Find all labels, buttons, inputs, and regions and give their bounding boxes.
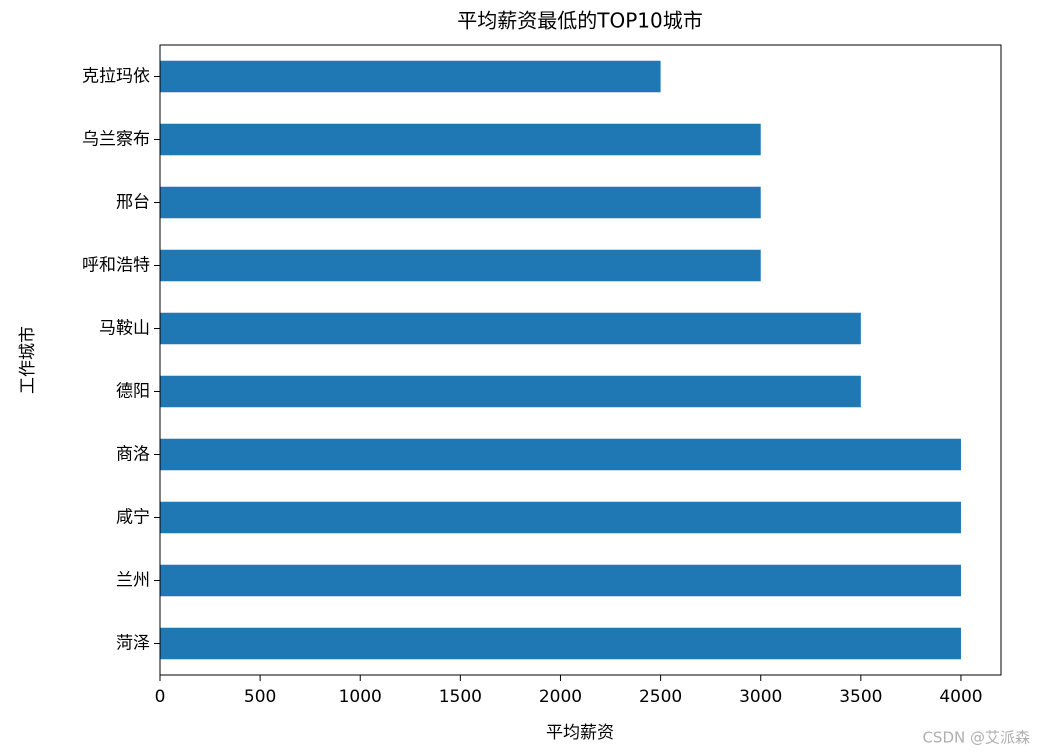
x-tick-label: 1500 <box>439 687 482 707</box>
chart-title: 平均薪资最低的TOP10城市 <box>457 9 702 33</box>
x-tick-label: 4000 <box>939 687 982 707</box>
plot-frame <box>159 44 1002 676</box>
x-tick-label: 3000 <box>739 687 782 707</box>
x-tick-label: 0 <box>155 687 166 707</box>
x-axis-label: 平均薪资 <box>546 723 614 743</box>
bar <box>160 249 761 282</box>
bar <box>160 186 761 219</box>
x-tick-label: 1000 <box>339 687 382 707</box>
watermark: CSDN @艾派森 <box>922 729 1030 747</box>
y-tick-label: 咸宁 <box>116 508 150 528</box>
y-tick-label: 马鞍山 <box>99 319 150 339</box>
y-tick-label: 商洛 <box>116 445 150 465</box>
x-tick-label: 3500 <box>839 687 882 707</box>
bar <box>160 60 661 93</box>
y-tick-label: 克拉玛依 <box>82 67 150 87</box>
x-tick-label: 2500 <box>639 687 682 707</box>
bar <box>160 312 861 345</box>
y-tick-label: 邢台 <box>116 193 150 213</box>
y-tick-label: 呼和浩特 <box>82 256 150 276</box>
x-tick-label: 2000 <box>539 687 582 707</box>
y-axis-label: 工作城市 <box>18 326 38 394</box>
bar <box>160 375 861 408</box>
y-tick-label: 乌兰察布 <box>82 130 150 150</box>
bar <box>160 501 961 534</box>
y-tick-label: 菏泽 <box>116 634 150 654</box>
bar <box>160 564 961 597</box>
bar <box>160 438 961 471</box>
bar <box>160 123 761 156</box>
y-tick-label: 兰州 <box>116 571 150 591</box>
bar <box>160 627 961 660</box>
x-tick-label: 500 <box>244 687 276 707</box>
y-tick-label: 德阳 <box>116 382 150 402</box>
